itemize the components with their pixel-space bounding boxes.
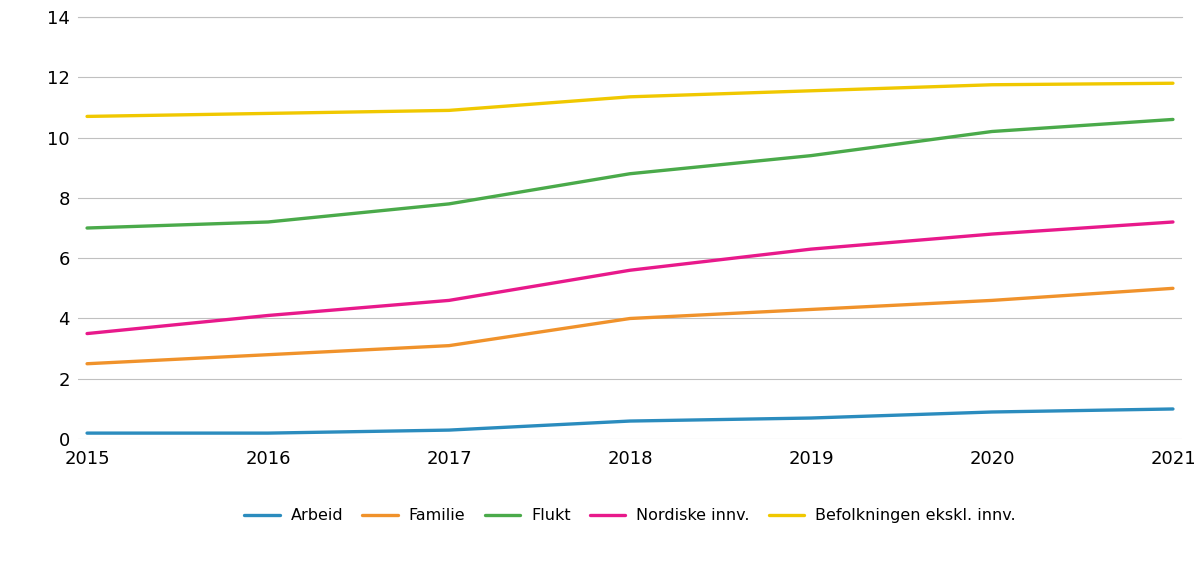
Legend: Arbeid, Familie, Flukt, Nordiske innv., Befolkningen ekskl. innv.: Arbeid, Familie, Flukt, Nordiske innv., …: [238, 502, 1022, 530]
